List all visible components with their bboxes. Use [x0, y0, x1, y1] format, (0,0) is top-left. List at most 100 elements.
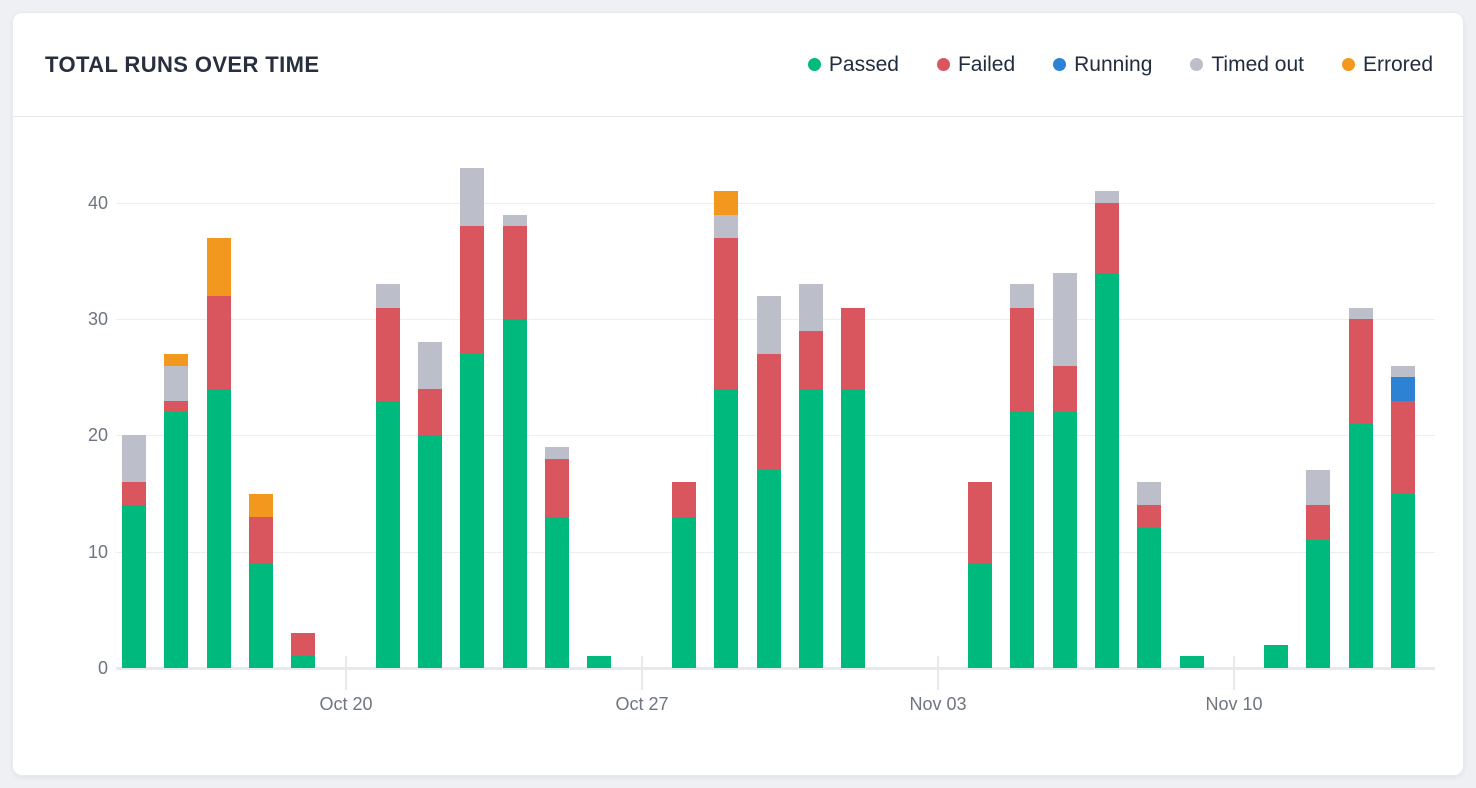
- bar-segment-failed[interactable]: [1349, 319, 1373, 424]
- bar-segment-timed_out[interactable]: [799, 284, 823, 331]
- bar-segment-passed[interactable]: [1053, 412, 1077, 668]
- legend-item-passed[interactable]: Passed: [807, 52, 899, 77]
- bar-segment-failed[interactable]: [164, 401, 188, 412]
- bar-segment-failed[interactable]: [291, 633, 315, 656]
- bar-segment-passed[interactable]: [1137, 528, 1161, 668]
- bar-segment-timed_out[interactable]: [1010, 284, 1034, 308]
- bar-segment-errored[interactable]: [207, 238, 231, 296]
- bar-segment-failed[interactable]: [714, 238, 738, 389]
- y-axis-label-30: 30: [87, 309, 108, 329]
- bar-segment-passed[interactable]: [291, 656, 315, 668]
- y-axis-label-40: 40: [87, 193, 108, 213]
- failed-legend-dot-icon: [936, 58, 950, 71]
- bar-segment-passed[interactable]: [418, 435, 442, 668]
- bar-segment-errored[interactable]: [714, 191, 738, 215]
- bar-segment-timed_out[interactable]: [376, 284, 400, 308]
- card-title: TOTAL RUNS OVER TIME: [45, 51, 320, 77]
- legend-item-errored[interactable]: Errored: [1341, 52, 1433, 77]
- bar-segment-failed[interactable]: [757, 354, 781, 470]
- bar-segment-timed_out[interactable]: [1053, 273, 1077, 366]
- legend-label: Timed out: [1211, 52, 1304, 76]
- bar-segment-failed[interactable]: [503, 226, 527, 319]
- bar-segment-failed[interactable]: [799, 331, 823, 389]
- bar-segment-passed[interactable]: [503, 319, 527, 668]
- bar-segment-errored[interactable]: [164, 354, 188, 366]
- bar-segment-passed[interactable]: [122, 505, 146, 668]
- bar-segment-timed_out[interactable]: [1095, 191, 1119, 203]
- bar-segment-passed[interactable]: [841, 389, 865, 668]
- bar-segment-passed[interactable]: [672, 517, 696, 668]
- bar-segment-timed_out[interactable]: [1391, 366, 1415, 377]
- bar-segment-running[interactable]: [1391, 377, 1415, 401]
- bar-segment-failed[interactable]: [376, 308, 400, 401]
- bar-segment-failed[interactable]: [1391, 401, 1415, 494]
- bar-segment-failed[interactable]: [207, 296, 231, 389]
- bar-segment-passed[interactable]: [1349, 424, 1373, 668]
- bar-segment-timed_out[interactable]: [1306, 470, 1330, 505]
- bar-segment-passed[interactable]: [799, 389, 823, 668]
- bar-segment-passed[interactable]: [460, 354, 484, 668]
- y-axis-label-20: 20: [87, 425, 108, 445]
- bar-segment-passed[interactable]: [164, 412, 188, 668]
- passed-legend-dot-icon: [807, 58, 821, 71]
- stacked-bar-chart: 0 10 20 30 40 Oct 20 Oct 27 Nov 03 Nov 10: [13, 13, 1463, 775]
- bar-segment-failed[interactable]: [418, 389, 442, 435]
- chart-legend: Passed Failed Running Timed out Errored: [807, 52, 1433, 77]
- bar-segment-failed[interactable]: [841, 308, 865, 389]
- bar-segment-timed_out[interactable]: [714, 215, 738, 238]
- bar-segment-errored[interactable]: [249, 494, 273, 517]
- bar-segment-passed[interactable]: [376, 401, 400, 668]
- bar-segment-passed[interactable]: [545, 517, 569, 668]
- bar-segment-passed[interactable]: [1391, 494, 1415, 668]
- bar-segment-failed[interactable]: [1137, 505, 1161, 528]
- bar-segment-failed[interactable]: [249, 517, 273, 563]
- bar-segment-timed_out[interactable]: [503, 215, 527, 226]
- bar-segment-failed[interactable]: [545, 459, 569, 517]
- x-axis-label-nov-10: Nov 10: [1205, 694, 1263, 714]
- bar-segment-timed_out[interactable]: [164, 366, 188, 401]
- legend-item-timed_out[interactable]: Timed out: [1190, 53, 1304, 77]
- bar-segment-passed[interactable]: [1095, 273, 1119, 668]
- legend-label: Passed: [828, 52, 899, 76]
- x-axis-line: [116, 667, 1435, 670]
- bar-segment-failed[interactable]: [1095, 203, 1119, 273]
- timed_out-legend-dot-icon: [1190, 58, 1204, 71]
- bar-segment-failed[interactable]: [672, 482, 696, 517]
- gridline-y-40: [116, 203, 1435, 204]
- bar-segment-timed_out[interactable]: [460, 168, 484, 226]
- legend-label: Errored: [1362, 52, 1433, 76]
- bar-segment-passed[interactable]: [968, 563, 992, 668]
- bar-segment-timed_out[interactable]: [1349, 308, 1373, 319]
- bar-segment-failed[interactable]: [1053, 366, 1077, 412]
- legend-item-running[interactable]: Running: [1053, 53, 1152, 77]
- bar-segment-passed[interactable]: [207, 389, 231, 668]
- bar-segment-passed[interactable]: [757, 470, 781, 668]
- bar-segment-passed[interactable]: [1180, 656, 1204, 668]
- x-axis-tick: [1233, 656, 1235, 690]
- bar-segment-passed[interactable]: [714, 389, 738, 668]
- bar-segment-failed[interactable]: [460, 226, 484, 354]
- legend-item-failed[interactable]: Failed: [936, 52, 1016, 77]
- bar-segment-timed_out[interactable]: [757, 296, 781, 354]
- legend-label: Running: [1074, 52, 1153, 76]
- bar-segment-passed[interactable]: [1010, 412, 1034, 668]
- errored-legend-dot-icon: [1341, 58, 1355, 71]
- x-axis-label-oct-27: Oct 27: [615, 694, 669, 714]
- bar-segment-passed[interactable]: [587, 656, 611, 668]
- bar-segment-timed_out[interactable]: [545, 447, 569, 459]
- x-axis-label-nov-03: Nov 03: [909, 694, 967, 714]
- bar-segment-failed[interactable]: [1010, 308, 1034, 412]
- bar-segment-timed_out[interactable]: [1137, 482, 1161, 505]
- y-axis-label-10: 10: [87, 542, 108, 562]
- bar-segment-passed[interactable]: [249, 563, 273, 668]
- running-legend-dot-icon: [1053, 58, 1067, 71]
- bar-segment-passed[interactable]: [1306, 540, 1330, 668]
- bar-segment-passed[interactable]: [1264, 645, 1288, 668]
- bar-segment-timed_out[interactable]: [418, 342, 442, 389]
- bar-segment-failed[interactable]: [1306, 505, 1330, 540]
- legend-label: Failed: [957, 52, 1016, 76]
- bar-segment-failed[interactable]: [968, 482, 992, 563]
- bar-segment-failed[interactable]: [122, 482, 146, 505]
- bar-segment-timed_out[interactable]: [122, 435, 146, 482]
